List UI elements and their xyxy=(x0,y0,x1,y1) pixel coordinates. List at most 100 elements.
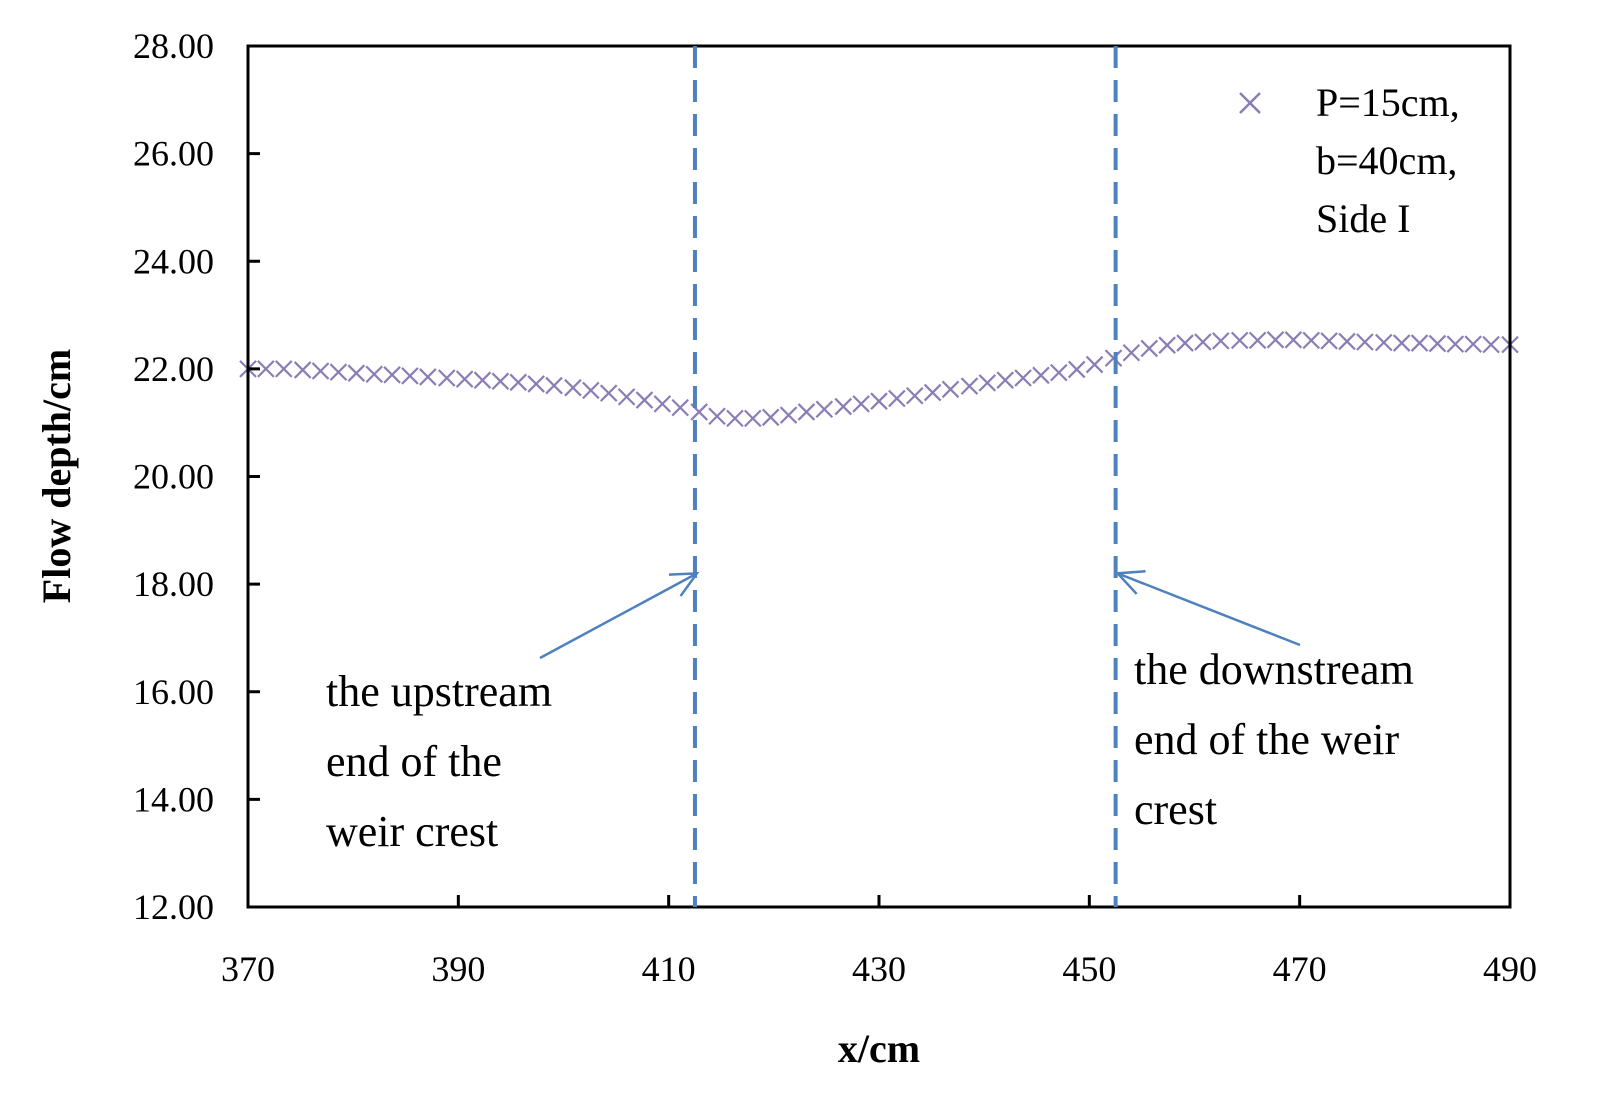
data-point xyxy=(1212,332,1230,350)
data-point xyxy=(599,384,618,402)
y-tick-label: 12.00 xyxy=(133,887,214,927)
annotation-arrow xyxy=(539,571,700,660)
data-point xyxy=(617,388,636,406)
legend-label-line: b=40cm, xyxy=(1316,138,1457,183)
legend-marker xyxy=(1239,92,1261,114)
y-tick-label: 28.00 xyxy=(133,26,214,66)
data-point xyxy=(923,383,942,402)
data-point xyxy=(1230,331,1249,350)
legend-label-line: P=15cm, xyxy=(1316,80,1460,125)
y-axis-ticks: 12.00 14.00 16.00 18.00 20.00 22.00 24.00 26.00… xyxy=(133,26,260,927)
data-point xyxy=(401,367,419,385)
data-point xyxy=(1302,331,1321,350)
data-point xyxy=(1032,366,1050,385)
data-point xyxy=(1050,363,1068,382)
data-point xyxy=(779,406,798,424)
data-point xyxy=(834,397,853,416)
data-point xyxy=(311,362,330,380)
data-point xyxy=(905,387,924,405)
data-point xyxy=(1284,331,1303,349)
data-point xyxy=(653,395,672,413)
data-point xyxy=(1375,333,1393,352)
y-tick-label: 26.00 xyxy=(133,134,214,174)
data-point xyxy=(1176,334,1194,352)
data-point xyxy=(1338,332,1356,351)
data-point xyxy=(1104,349,1123,367)
data-point xyxy=(1464,335,1482,353)
data-point xyxy=(1392,334,1411,352)
data-point xyxy=(1410,334,1429,352)
x-tick-label: 370 xyxy=(221,949,275,989)
data-point xyxy=(744,409,762,428)
legend: P=15cm, b=40cm, Side I xyxy=(1239,80,1460,241)
data-point xyxy=(473,371,492,389)
data-point xyxy=(671,398,690,417)
data-point xyxy=(383,366,401,384)
annotation-text-line: end of the xyxy=(326,737,502,786)
x-tick-label: 410 xyxy=(642,949,696,989)
data-point xyxy=(815,400,834,419)
data-point xyxy=(347,364,366,382)
data-point xyxy=(365,365,383,384)
data-point xyxy=(564,378,582,397)
x-tick-label: 450 xyxy=(1062,949,1116,989)
annotation-text-line: the upstream xyxy=(326,667,552,716)
reference-lines xyxy=(692,46,1118,907)
data-point xyxy=(978,374,997,392)
annotation-text-line: the downstream xyxy=(1134,645,1414,694)
y-tick-label: 16.00 xyxy=(133,672,214,712)
data-point xyxy=(257,360,275,378)
x-axis-ticks: 370 390 410 430 450 470 490 xyxy=(221,895,1537,989)
y-tick-label: 24.00 xyxy=(133,241,214,281)
data-point xyxy=(1356,333,1374,351)
y-axis-title: Flow depth/cm xyxy=(34,349,79,603)
data-point xyxy=(888,389,906,408)
data-point xyxy=(1140,339,1159,358)
x-tick-label: 390 xyxy=(431,949,485,989)
data-point xyxy=(329,363,348,381)
data-point xyxy=(1248,331,1267,350)
legend-label-line: Side I xyxy=(1316,196,1410,241)
x-tick-label: 430 xyxy=(852,949,906,989)
data-point xyxy=(1122,343,1141,362)
y-tick-label: 20.00 xyxy=(133,457,214,497)
data-point xyxy=(491,372,510,391)
data-point xyxy=(761,408,780,427)
data-point xyxy=(726,409,744,428)
annotations: the upstream end of the weir crest the down… xyxy=(326,569,1414,856)
annotation-text-line: crest xyxy=(1134,785,1217,834)
annotation-arrow xyxy=(1114,569,1301,647)
data-point xyxy=(941,380,960,399)
x-axis-title: x/cm xyxy=(838,1026,920,1071)
data-point xyxy=(437,369,456,387)
data-point xyxy=(455,370,474,388)
data-point xyxy=(852,395,870,413)
data-point xyxy=(419,368,437,386)
data-point xyxy=(1446,335,1465,353)
data-point xyxy=(1266,331,1285,349)
data-point xyxy=(582,381,600,400)
data-point xyxy=(274,360,293,378)
data-point xyxy=(708,407,726,426)
data-point xyxy=(1085,355,1104,374)
data-point xyxy=(870,392,888,410)
data-point xyxy=(635,391,654,409)
x-tick-label: 470 xyxy=(1273,949,1327,989)
data-point xyxy=(1014,369,1032,387)
data-point xyxy=(1482,335,1500,354)
data-point xyxy=(293,361,312,379)
y-tick-label: 14.00 xyxy=(133,779,214,819)
data-point xyxy=(996,371,1014,389)
annotation-text-line: weir crest xyxy=(326,807,498,856)
annotation-text-line: end of the weir xyxy=(1134,715,1399,764)
data-point xyxy=(545,376,563,395)
data-markers xyxy=(239,331,1519,428)
y-tick-label: 18.00 xyxy=(133,564,214,604)
y-tick-label: 22.00 xyxy=(133,349,214,389)
data-point xyxy=(1428,334,1447,353)
data-point xyxy=(1158,336,1176,354)
data-point xyxy=(960,377,979,395)
data-point xyxy=(797,403,816,421)
data-point xyxy=(509,373,528,392)
